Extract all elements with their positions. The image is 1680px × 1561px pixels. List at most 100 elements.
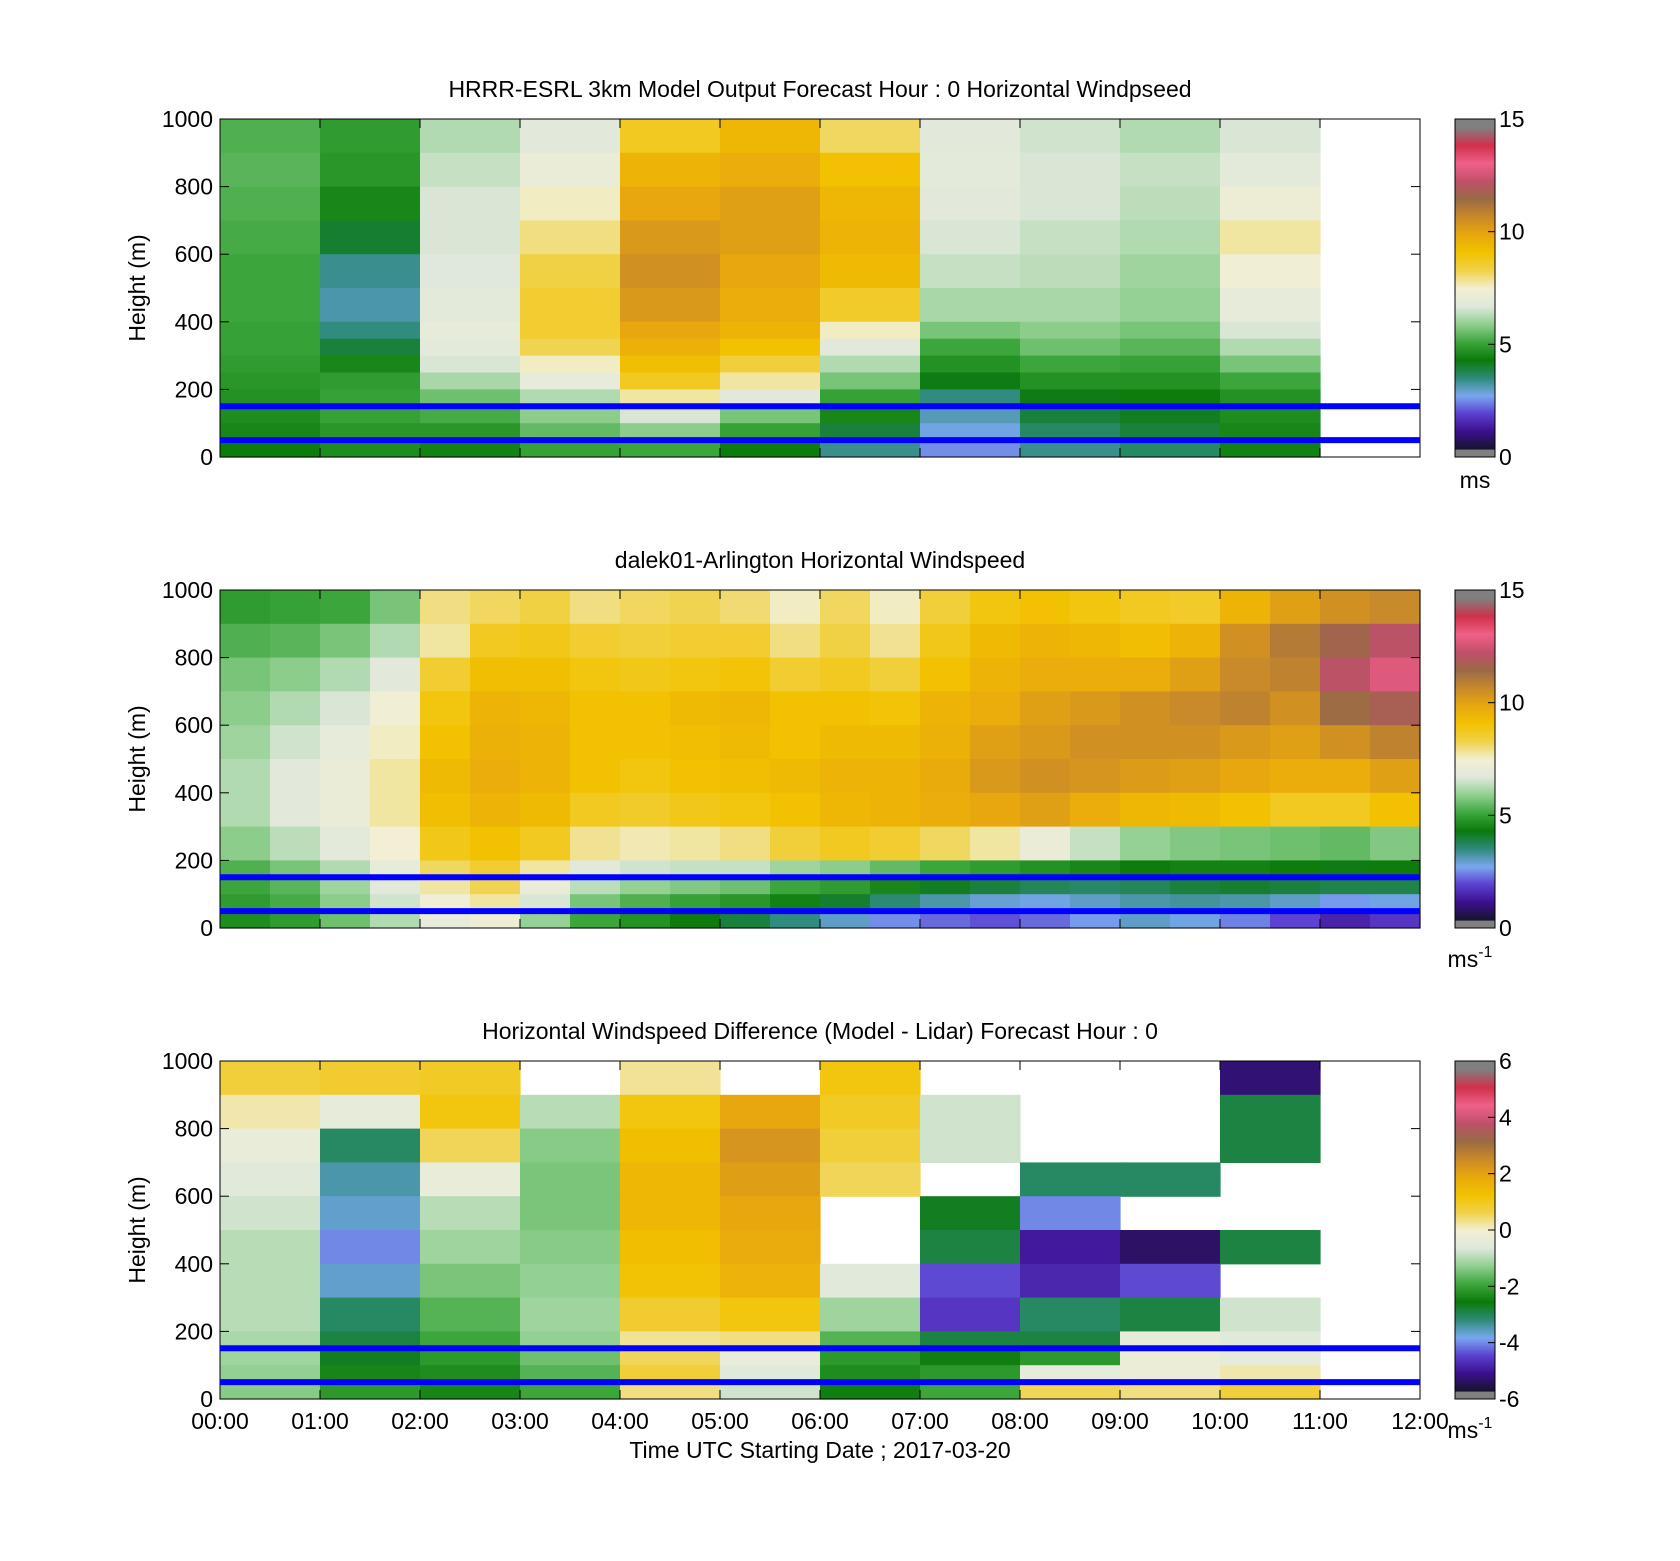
heatmap-cell [920,623,971,659]
heatmap-cell [1020,725,1071,760]
colorbar-swatch [1455,1300,1495,1304]
heatmap-cell [870,894,921,912]
colorbar-swatch [1455,1227,1495,1231]
heatmap-cell [820,389,921,407]
heatmap-cell [520,1162,621,1197]
colorbar-swatch [1455,1362,1495,1366]
x-tick-label: 12:00 [1391,1408,1449,1434]
colorbar-swatch [1455,1211,1495,1215]
heatmap-cell [1220,254,1321,289]
colorbar-swatch [1455,231,1495,235]
heatmap-cell [720,338,821,357]
heatmap-cell [670,877,721,895]
heatmap-cell [720,1297,821,1332]
colorbar-swatch [1455,616,1495,619]
heatmap-cell [420,1297,521,1332]
heatmap-cell [820,826,871,861]
colorbar-tick-label: 5 [1499,802,1512,828]
heatmap-cell [1020,1348,1121,1366]
colorbar-tick-label: 0 [1499,1217,1512,1243]
colorbar-swatch [1455,889,1495,893]
colorbar-swatch [1455,251,1495,255]
colorbar-swatch [1455,843,1495,847]
heatmap-cell [820,1094,921,1130]
heatmap-cell [920,877,971,895]
colorbar-extension-bottom [1455,1391,1495,1399]
heatmap-cell [370,792,421,828]
y-tick-label: 600 [175,241,213,267]
heatmap-cell [520,623,571,659]
colorbar-swatch [1455,273,1495,277]
colorbar-swatch [1455,358,1495,362]
colorbar-swatch [1455,670,1495,674]
heatmap-cell [920,1263,1021,1299]
heatmap-cell [570,725,621,760]
colorbar-swatch [1455,1246,1495,1249]
heatmap-cell [870,826,921,861]
heatmap-cell [320,389,421,407]
heatmap-cell [770,894,821,912]
colorbar-swatch [1455,761,1495,764]
colorbar-swatch [1455,223,1495,227]
heatmap-cell [220,288,321,323]
colorbar-swatch [1455,905,1495,909]
colorbar-swatch [1455,1268,1495,1271]
heatmap-cell [720,389,821,407]
heatmap-cell [320,338,421,357]
heatmap-cell [870,911,921,929]
heatmap-cell [620,1162,721,1197]
heatmap-cell [720,623,771,659]
heatmap-cell [1320,725,1371,760]
colorbar-swatch [1455,1199,1495,1203]
heatmap-cell [1020,372,1121,390]
heatmap-cell [920,355,1021,374]
colorbar-swatch [1455,1318,1495,1322]
heatmap-cell [1220,623,1271,659]
colorbar-swatch [1455,328,1495,331]
heatmap-cell [270,826,321,861]
heatmap-cell [670,860,721,878]
colorbar-swatch [1455,1123,1495,1126]
heatmap-cell [320,119,421,154]
heatmap-cell [670,623,721,659]
colorbar-swatch [1455,765,1495,768]
colorbar-swatch [1455,1240,1495,1243]
heatmap-cell [370,860,421,878]
colorbar-swatch [1455,211,1495,215]
colorbar-swatch [1455,622,1495,625]
colorbar-swatch [1455,265,1495,269]
colorbar-swatch [1455,1205,1495,1209]
y-tick-label: 600 [175,712,213,738]
heatmap-cell [1220,877,1271,895]
colorbar-swatch [1455,302,1495,305]
colorbar-swatch [1455,318,1495,321]
heatmap-cell [520,321,621,340]
heatmap-cell [720,321,821,340]
heatmap-cell [620,894,671,912]
heatmap-cell [770,590,821,625]
colorbar-swatch [1455,1252,1495,1255]
colorbar-swatch [1455,1083,1495,1086]
colorbar-swatch [1455,432,1495,436]
colorbar-swatch [1455,340,1495,343]
colorbar-swatch [1455,1338,1495,1342]
heatmap-cell [1070,911,1121,929]
colorbar-swatch [1455,801,1495,804]
colorbar-swatch [1455,137,1495,140]
panel-lidar: dalek01-Arlington Horizontal Windspeed 0… [124,547,1525,972]
heatmap-cell [1120,657,1171,692]
colorbar-tick-label: 0 [1499,915,1512,941]
colorbar-swatch [1455,805,1495,808]
heatmap-cell [520,1094,621,1130]
heatmap-cell [1220,220,1321,255]
colorbar-swatch [1455,225,1495,229]
colorbar-swatch [1455,1334,1495,1338]
heatmap-cell [320,321,421,340]
heatmap-cell [270,759,321,794]
colorbar-swatch [1455,388,1495,392]
colorbar-swatch [1455,909,1495,913]
heatmap-cell [820,119,921,154]
colorbar-swatch [1455,324,1495,327]
heatmap-cell [820,623,871,659]
heatmap-cell [270,725,321,760]
